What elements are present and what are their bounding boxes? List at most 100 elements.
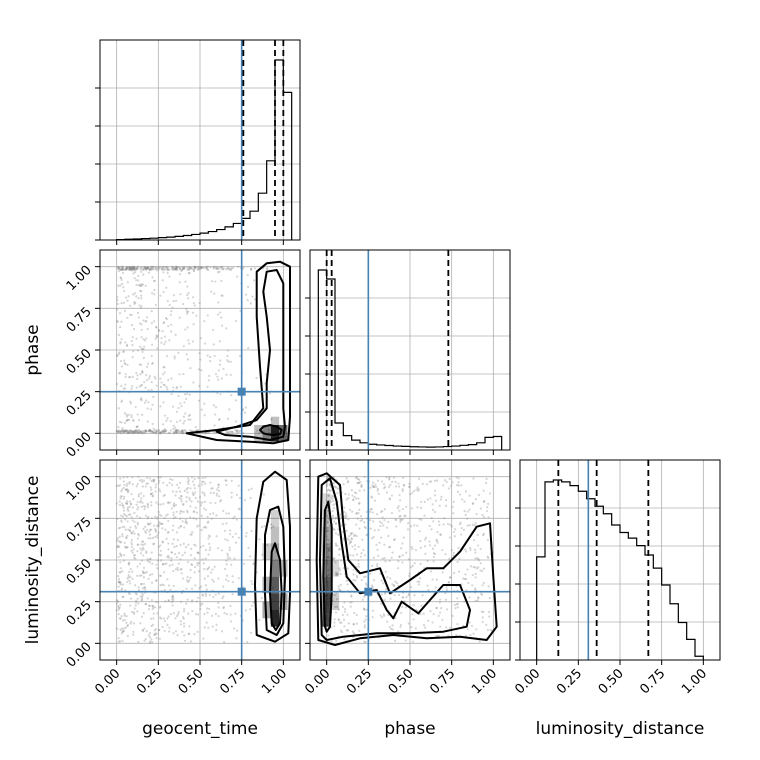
scatter-point	[126, 482, 129, 485]
scatter-point	[181, 630, 184, 633]
scatter-point	[387, 546, 391, 549]
scatter-point	[210, 614, 214, 617]
scatter-point	[124, 341, 127, 344]
ytick-label-phase-0: 0.00	[64, 430, 95, 461]
scatter-point	[250, 580, 253, 583]
scatter-point	[146, 266, 149, 270]
scatter-point	[252, 563, 255, 566]
scatter-point	[115, 308, 119, 311]
scatter-point	[148, 530, 151, 533]
scatter-point	[224, 538, 227, 541]
scatter-point	[123, 309, 126, 312]
scatter-point	[140, 294, 143, 297]
xtick-label-geocent_time-4: 1.00	[259, 666, 290, 697]
density-cell-3	[322, 560, 331, 577]
scatter-point	[188, 632, 191, 635]
scatter-point	[217, 378, 220, 381]
scatter-point	[128, 500, 132, 503]
scatter-point	[186, 392, 189, 395]
scatter-point	[170, 310, 173, 313]
scatter-point	[144, 525, 147, 528]
scatter-point	[250, 267, 253, 270]
scatter-point	[389, 577, 392, 580]
scatter-point	[226, 359, 229, 362]
scatter-point	[152, 617, 155, 620]
scatter-point	[149, 267, 153, 270]
scatter-point	[464, 490, 468, 493]
scatter-point	[140, 347, 143, 350]
scatter-point	[482, 489, 485, 492]
scatter-point	[337, 585, 340, 588]
scatter-point	[158, 628, 161, 632]
scatter-point	[209, 571, 213, 574]
scatter-point	[125, 429, 128, 432]
scatter-point	[127, 418, 131, 421]
scatter-point	[211, 625, 214, 628]
scatter-point	[202, 637, 205, 640]
scatter-point	[197, 596, 200, 599]
scatter-point	[357, 478, 361, 481]
scatter-point	[469, 565, 473, 568]
scatter-point	[122, 268, 125, 271]
scatter-point	[151, 267, 155, 271]
scatter-point	[372, 481, 375, 484]
scatter-point	[476, 599, 479, 602]
scatter-point	[365, 510, 368, 513]
histogram-phase	[317, 269, 503, 450]
scatter-point	[335, 571, 338, 574]
scatter-point	[115, 602, 118, 605]
scatter-point	[382, 524, 385, 527]
contour-phase-luminosity_distance-2	[315, 472, 498, 646]
scatter-point	[122, 553, 126, 557]
scatter-point	[185, 496, 188, 499]
scatter-point	[176, 538, 179, 542]
scatter-point	[354, 544, 357, 547]
scatter-point	[178, 273, 182, 276]
scatter-point	[377, 492, 380, 495]
scatter-point	[370, 564, 374, 567]
scatter-point	[413, 594, 416, 597]
scatter-point	[125, 344, 129, 347]
scatter-point	[132, 530, 135, 533]
scatter-point	[485, 509, 489, 513]
scatter-point	[163, 629, 166, 633]
scatter-point	[213, 292, 216, 295]
scatter-point	[159, 377, 162, 380]
scatter-point	[150, 354, 153, 358]
scatter-point	[128, 429, 132, 432]
scatter-point	[347, 518, 350, 521]
scatter-point	[401, 507, 405, 511]
scatter-point	[191, 491, 194, 494]
scatter-point	[334, 544, 338, 547]
scatter-point	[154, 486, 157, 489]
scatter-point	[154, 515, 157, 518]
scatter-point	[167, 530, 170, 534]
scatter-point	[159, 432, 162, 435]
scatter-point	[236, 275, 239, 278]
scatter-point	[162, 494, 165, 497]
scatter-point	[212, 491, 215, 495]
scatter-point	[381, 557, 384, 560]
scatter-point	[219, 266, 222, 270]
scatter-point	[150, 429, 154, 433]
scatter-point	[202, 544, 205, 547]
scatter-point	[121, 271, 125, 275]
scatter-point	[233, 515, 236, 518]
scatter-point	[150, 516, 153, 520]
scatter-point	[205, 526, 208, 529]
scatter-point	[172, 569, 175, 573]
scatter-point	[393, 538, 396, 541]
scatter-point	[445, 586, 448, 589]
scatter-point	[428, 540, 431, 543]
scatter-point	[326, 529, 329, 533]
scatter-point	[431, 508, 435, 511]
scatter-point	[145, 365, 149, 368]
scatter-point	[468, 494, 471, 497]
scatter-point	[122, 480, 125, 483]
scatter-point	[435, 635, 438, 638]
scatter-point	[207, 520, 210, 523]
scatter-point	[132, 265, 136, 268]
scatter-point	[174, 268, 177, 271]
panel-2d-geocent_time-phase	[99, 249, 301, 451]
scatter-point	[133, 302, 136, 305]
